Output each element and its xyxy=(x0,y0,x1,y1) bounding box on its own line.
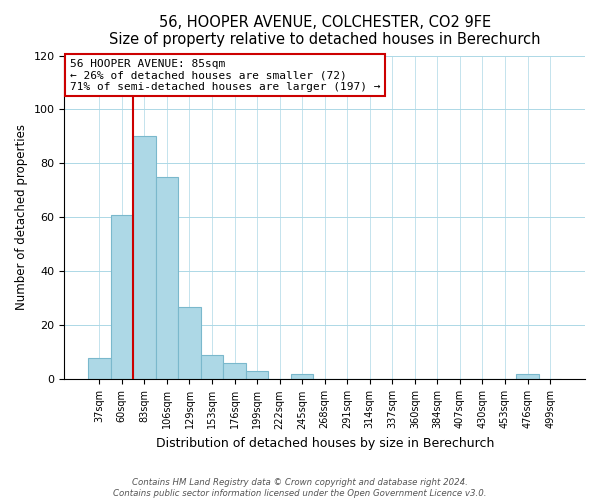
Bar xyxy=(155,177,178,380)
Bar xyxy=(178,306,201,380)
Bar xyxy=(291,374,313,380)
Y-axis label: Number of detached properties: Number of detached properties xyxy=(15,124,28,310)
Text: Contains HM Land Registry data © Crown copyright and database right 2024.
Contai: Contains HM Land Registry data © Crown c… xyxy=(113,478,487,498)
Bar xyxy=(110,215,133,380)
X-axis label: Distribution of detached houses by size in Berechurch: Distribution of detached houses by size … xyxy=(155,437,494,450)
Title: 56, HOOPER AVENUE, COLCHESTER, CO2 9FE
Size of property relative to detached hou: 56, HOOPER AVENUE, COLCHESTER, CO2 9FE S… xyxy=(109,15,541,48)
Bar xyxy=(201,355,223,380)
Bar xyxy=(133,136,155,380)
Bar xyxy=(516,374,539,380)
Text: 56 HOOPER AVENUE: 85sqm
← 26% of detached houses are smaller (72)
71% of semi-de: 56 HOOPER AVENUE: 85sqm ← 26% of detache… xyxy=(70,59,380,92)
Bar xyxy=(88,358,110,380)
Bar xyxy=(223,363,246,380)
Bar xyxy=(246,372,268,380)
